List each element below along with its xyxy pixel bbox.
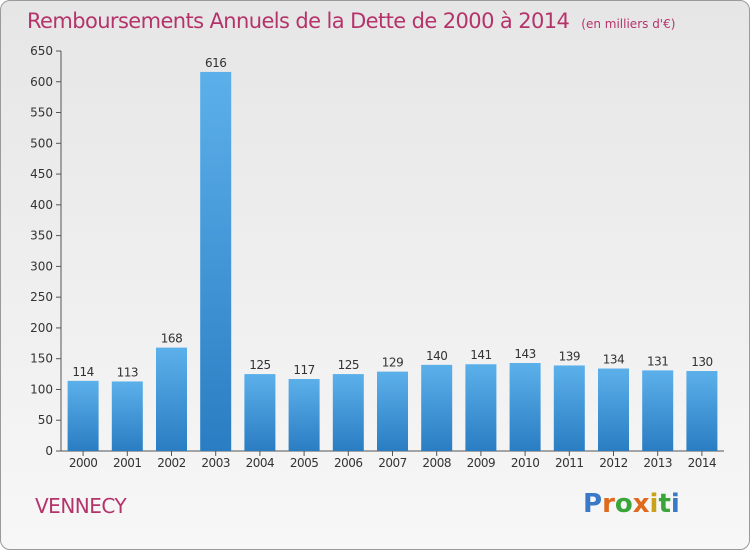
x-tick-label: 2002 <box>157 456 186 470</box>
bar-value-label: 143 <box>514 347 535 361</box>
x-tick-label: 2005 <box>290 456 319 470</box>
y-tick-label: 500 <box>30 136 53 150</box>
y-tick-label: 0 <box>45 444 53 458</box>
bar-value-label: 125 <box>338 358 359 372</box>
logo-letter: o <box>614 489 633 519</box>
y-tick-label: 250 <box>30 290 53 304</box>
y-tick-label: 600 <box>30 75 53 89</box>
x-tick-label: 2006 <box>334 456 363 470</box>
logo-letter: r <box>602 489 615 519</box>
bar-value-label: 141 <box>470 348 491 362</box>
bar <box>509 363 541 451</box>
bar-value-label: 125 <box>249 358 270 372</box>
bar <box>200 71 232 451</box>
y-tick-label: 50 <box>38 413 53 427</box>
y-tick-label: 300 <box>30 259 53 273</box>
chart-title: Remboursements Annuels de la Dette de 20… <box>27 9 675 33</box>
y-tick-label: 400 <box>30 198 53 212</box>
x-tick-label: 2004 <box>246 456 275 470</box>
x-tick-label: 2001 <box>113 456 142 470</box>
x-tick-label: 2003 <box>201 456 230 470</box>
town-name: VENNECY <box>35 494 127 518</box>
x-tick-label: 2008 <box>422 456 451 470</box>
chart-labels: 114 2000 113 2001 168 2002 616 2003 125 2004 117 20… <box>69 56 717 470</box>
y-tick-label: 100 <box>30 382 53 396</box>
x-tick-label: 2012 <box>599 456 628 470</box>
bar-value-label: 113 <box>117 365 138 379</box>
x-tick-label: 2009 <box>467 456 496 470</box>
logo-letter: i <box>649 489 659 519</box>
x-tick-label: 2007 <box>378 456 407 470</box>
bar <box>156 347 187 451</box>
bar-value-label: 134 <box>603 353 624 367</box>
x-tick-label: 2013 <box>643 456 672 470</box>
y-tick-label: 450 <box>30 167 53 181</box>
bar <box>421 364 453 451</box>
proxiti-logo[interactable]: Proxiti <box>583 489 680 519</box>
bar-value-label: 168 <box>161 332 182 346</box>
y-tick-label: 150 <box>30 352 53 366</box>
chart-bars <box>67 71 718 451</box>
bar <box>288 379 320 451</box>
y-tick-label: 650 <box>30 44 53 58</box>
logo-letter: P <box>583 489 603 519</box>
chart-title-text: Remboursements Annuels de la Dette de 20… <box>27 9 570 33</box>
bar <box>598 368 629 451</box>
bar <box>111 381 143 451</box>
bar-value-label: 140 <box>426 349 447 363</box>
x-tick-label: 2000 <box>69 456 98 470</box>
bar <box>553 365 585 451</box>
x-tick-label: 2011 <box>555 456 584 470</box>
bar-value-label: 616 <box>205 56 226 70</box>
bar-value-label: 130 <box>691 355 712 369</box>
bar <box>332 374 364 451</box>
y-tick-label: 350 <box>30 229 53 243</box>
x-tick-label: 2010 <box>511 456 540 470</box>
logo-letter: x <box>632 489 650 519</box>
bar-value-label: 129 <box>382 356 403 370</box>
bar-value-label: 131 <box>647 354 668 368</box>
bar <box>377 371 408 451</box>
y-tick-label: 200 <box>30 321 53 335</box>
bar <box>67 380 99 451</box>
bar <box>465 364 497 451</box>
chart-unit: (en milliers d'€) <box>581 17 676 31</box>
logo-letter: t <box>658 489 671 519</box>
bar-value-label: 114 <box>72 365 93 379</box>
x-tick-label: 2014 <box>688 456 717 470</box>
chart-axes: 0 50 100 150 200 250 300 350 400 450 500 550 600 650 <box>30 44 724 458</box>
logo-letter: i <box>670 489 680 519</box>
bar-value-label: 117 <box>293 363 314 377</box>
bar <box>244 374 276 451</box>
bar <box>642 370 674 451</box>
y-tick-label: 550 <box>30 106 53 120</box>
bar-value-label: 139 <box>559 349 580 363</box>
bar <box>686 371 718 451</box>
